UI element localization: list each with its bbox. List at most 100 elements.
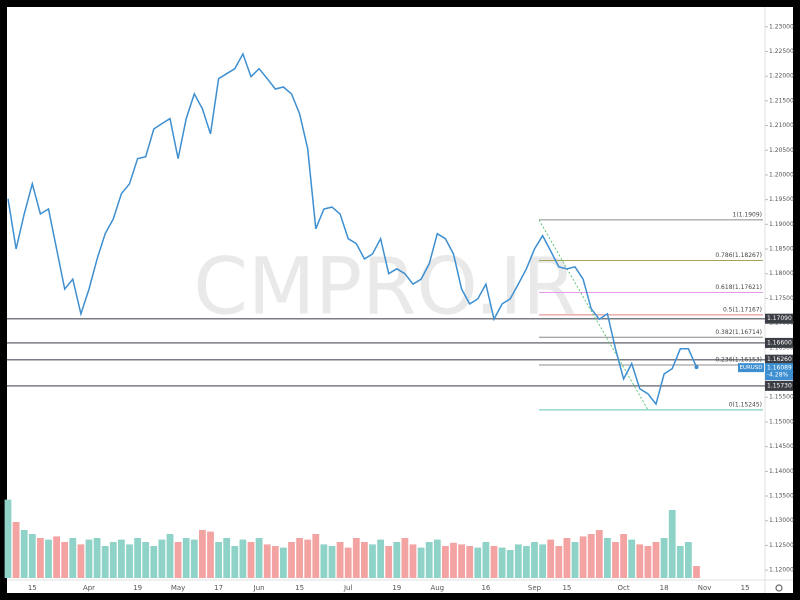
volume-bar	[393, 542, 401, 578]
volume-bar	[288, 542, 295, 578]
volume-bar	[361, 542, 368, 578]
volume-bar	[442, 546, 449, 578]
volume-bar	[12, 522, 20, 578]
y-tick-label: 1.12500	[769, 542, 794, 549]
fib-label: 0.5(1.17167)	[723, 306, 762, 313]
volume-bar	[336, 542, 344, 578]
volume-bar	[595, 530, 603, 578]
volume-bar	[668, 510, 676, 578]
level-label-box	[765, 380, 793, 391]
y-tick-label: 1.21000	[769, 122, 794, 129]
volume-bar	[433, 539, 441, 578]
volume-bar	[109, 542, 117, 578]
volume-bar	[490, 546, 498, 578]
volume-bar	[45, 539, 52, 578]
volume-bar	[571, 542, 579, 578]
x-tick-label: 18	[660, 584, 669, 592]
y-tick-label: 1.23000	[769, 23, 794, 30]
volume-bar	[134, 538, 141, 578]
volume-bar	[531, 542, 538, 578]
y-tick-label: 1.14000	[769, 468, 794, 475]
price-line	[7, 52, 698, 406]
y-tick-label: 1.15500	[769, 394, 794, 401]
volume-bar	[255, 538, 263, 578]
volume-bar	[20, 530, 28, 578]
level-label: 1.16600	[767, 339, 792, 346]
volume-bar	[628, 539, 636, 578]
y-tick-label: 1.19500	[769, 196, 794, 203]
volume-bar	[61, 542, 69, 578]
volume-bar	[271, 546, 279, 578]
volume-bar	[320, 544, 328, 578]
volume-bar	[37, 538, 44, 578]
volume-bar	[563, 538, 571, 578]
level-label: 1.16260	[767, 356, 792, 363]
volume-bar	[612, 542, 619, 578]
fib-label: 0.618(1.17621)	[715, 284, 762, 291]
volume-bar	[53, 536, 60, 578]
x-tick-label: 15	[741, 584, 750, 592]
volume-bar	[636, 544, 644, 578]
volume-bar	[296, 538, 303, 578]
volume-bar	[101, 546, 109, 578]
volume-bar	[207, 531, 214, 578]
fib-label: 0.786(1.18267)	[715, 252, 762, 259]
y-tick-label: 1.18000	[769, 270, 794, 277]
volume-bar	[328, 546, 336, 578]
volume-bar	[215, 542, 222, 578]
volume-bar	[199, 530, 206, 578]
volume-bar	[223, 538, 231, 578]
volume-bar	[539, 544, 546, 578]
symbol-box	[738, 363, 764, 373]
level-label: 1.17090	[767, 315, 792, 322]
x-tick-label: 19	[392, 584, 401, 592]
y-tick-label: 1.15000	[769, 418, 794, 425]
volume-bar	[158, 539, 166, 578]
volume-bar	[450, 542, 457, 578]
x-tick-label: Oct	[618, 584, 630, 592]
x-tick-label: Sep	[528, 584, 542, 592]
volume-bar	[555, 546, 563, 578]
level-label-box	[765, 337, 793, 348]
fib-label: 0.382(1.16714)	[715, 329, 762, 336]
y-tick-label: 1.17500	[769, 295, 794, 302]
settings-icon[interactable]	[775, 584, 783, 592]
symbol-label: EURUSD	[739, 365, 762, 371]
volume-bar	[514, 544, 522, 578]
volume-bar	[482, 542, 490, 578]
x-tick-label: Jun	[253, 584, 265, 592]
volume-bar	[231, 546, 239, 578]
volume-bar	[28, 534, 36, 578]
fib-label: 0.236(1.16153)	[715, 356, 762, 363]
volume-bar	[620, 534, 627, 578]
volume-bar	[425, 542, 433, 578]
x-tick-label: Nov	[698, 584, 712, 592]
volume-bar	[466, 546, 474, 578]
volume-bar	[458, 544, 465, 578]
y-tick-label: 1.12000	[769, 567, 794, 574]
volume-bar	[182, 538, 190, 578]
volume-bar	[4, 499, 12, 578]
volume-bar	[239, 539, 247, 578]
change-label: -4.28%	[767, 372, 789, 379]
y-tick-label: 1.18500	[769, 246, 794, 253]
volume-bar	[547, 539, 555, 578]
volume-bar	[417, 547, 425, 578]
gear[interactable]	[775, 584, 783, 592]
y-tick-label: 1.22500	[769, 48, 794, 55]
x-tick-label: 19	[133, 584, 142, 592]
volume-bar	[523, 546, 530, 578]
volume-bar	[369, 544, 376, 578]
volume-bar	[587, 534, 595, 578]
chart-background	[7, 7, 793, 593]
price-label: 1.16089	[767, 365, 792, 372]
fib-trend-line	[538, 219, 649, 411]
y-tick-label: 1.20000	[769, 171, 794, 178]
volume-bar	[312, 534, 320, 578]
x-tick-label: 17	[214, 584, 223, 592]
y-tick-label: 1.20500	[769, 147, 794, 154]
volume-bar	[190, 539, 198, 578]
volume-bar	[77, 544, 85, 578]
